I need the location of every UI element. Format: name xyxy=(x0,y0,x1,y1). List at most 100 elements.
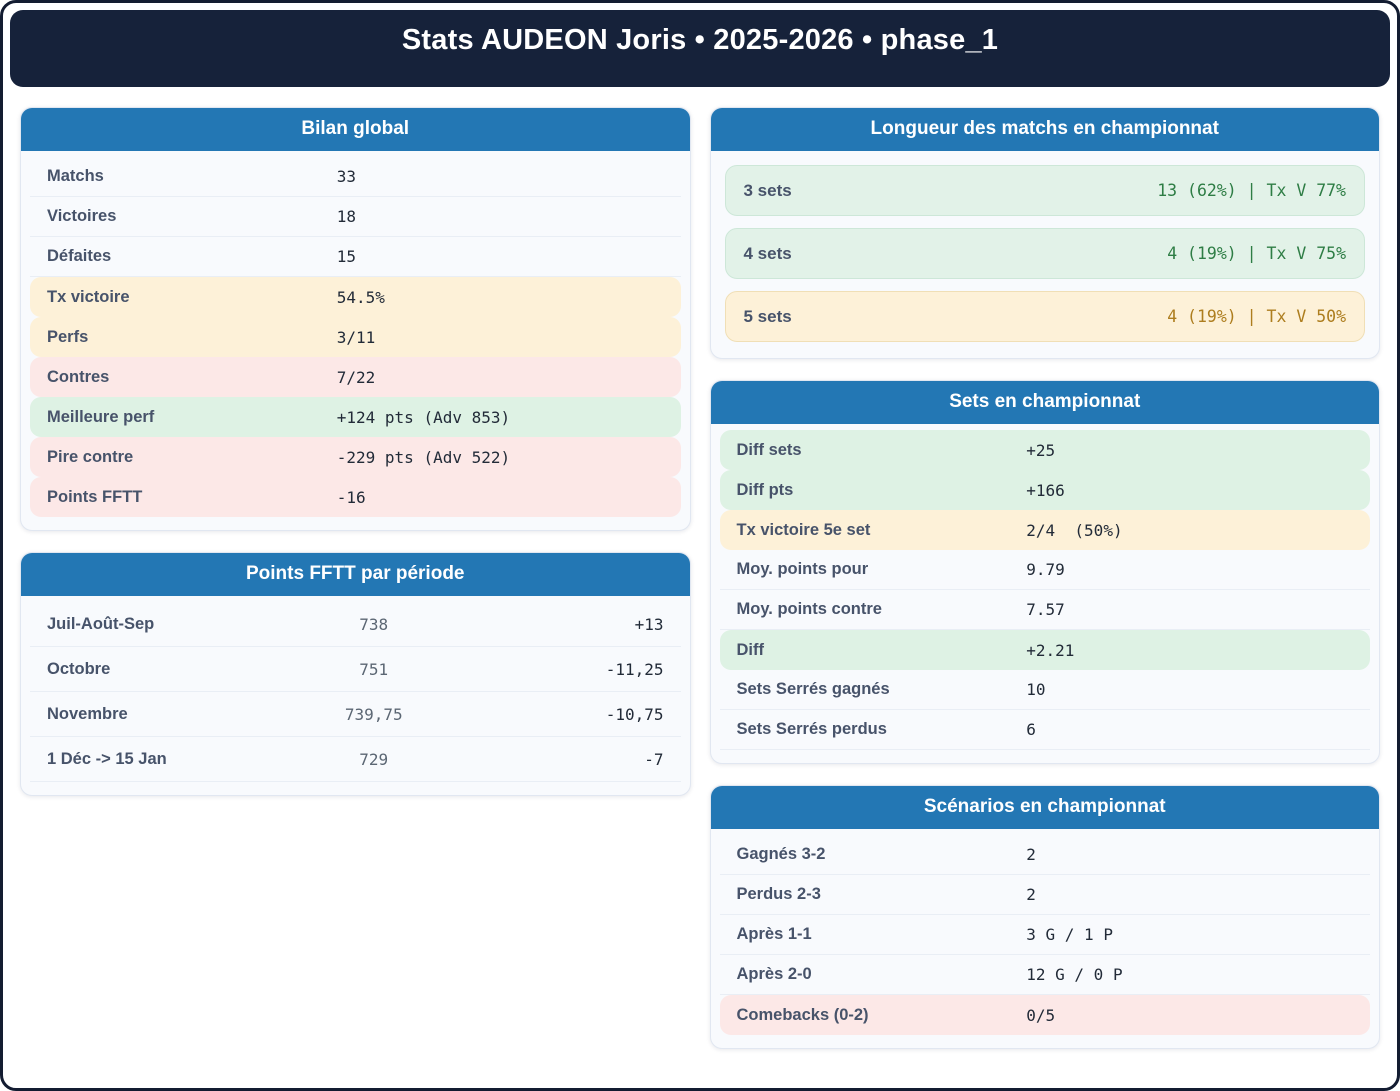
stat-label: Sets Serrés perdus xyxy=(736,720,887,738)
stat-label: Diff pts xyxy=(736,480,794,499)
stat-row-tx-victoire: Tx victoire 54.5% xyxy=(30,277,681,317)
stat-label: Moy. points contre xyxy=(736,600,882,618)
pill-5-sets: 5 sets 4 (19%) | Tx V 50% xyxy=(724,291,1365,342)
stat-label: Contres xyxy=(47,367,110,386)
periode-delta: -11,25 xyxy=(605,659,664,679)
pill-label: 5 sets xyxy=(743,306,792,326)
stat-value: 15 xyxy=(336,247,357,266)
periode-label: 1 Déc -> 15 Jan xyxy=(47,749,167,768)
stat-value: 2/4 (50%) xyxy=(1026,520,1123,540)
periode-row-novembre: Novembre 739,75 -10,75 xyxy=(30,692,681,737)
stat-label: Meilleure perf xyxy=(47,407,155,426)
stat-row-apres-2-0: Après 2-0 12 G / 0 P xyxy=(719,955,1370,995)
stat-value: 6 xyxy=(1026,720,1036,739)
stat-label: Tx victoire 5e set xyxy=(736,520,871,539)
card-title-sets-championnat: Sets en championnat xyxy=(710,381,1379,424)
stat-row-diff: Diff +2.21 xyxy=(719,630,1370,670)
stat-row-contres: Contres 7/22 xyxy=(30,357,681,397)
stat-row-defaites: Défaites 15 xyxy=(30,237,681,277)
stat-row-moy-points-contre: Moy. points contre 7.57 xyxy=(719,590,1370,630)
card-title-bilan-global: Bilan global xyxy=(21,108,690,151)
stat-row-perfs: Perfs 3/11 xyxy=(30,317,681,357)
stat-row-matchs: Matchs 33 xyxy=(30,157,681,197)
periode-points: 751 xyxy=(359,659,389,679)
pill-label: 4 sets xyxy=(743,243,792,263)
pill-value: 4 (19%) | Tx V 75% xyxy=(1167,244,1346,263)
card-scenarios-championnat: Scénarios en championnat Gagnés 3-2 2 Pe… xyxy=(709,785,1380,1049)
card-body-longueur-matchs: 3 sets 13 (62%) | Tx V 77% 4 sets 4 (19%… xyxy=(711,151,1380,358)
periode-points: 729 xyxy=(359,749,389,769)
stat-value: 2 xyxy=(1026,845,1036,864)
card-sets-championnat: Sets en championnat Diff sets +25 Diff p… xyxy=(709,380,1380,764)
stat-value: 3/11 xyxy=(336,327,376,347)
card-title-scenarios-championnat: Scénarios en championnat xyxy=(710,786,1379,829)
card-title-points-fftt-periode: Points FFTT par période xyxy=(21,553,690,596)
stat-label: Défaites xyxy=(47,247,112,265)
stat-label: Victoires xyxy=(47,207,117,225)
card-body-scenarios-championnat: Gagnés 3-2 2 Perdus 2-3 2 Après 1-1 3 G … xyxy=(711,829,1380,1048)
periode-delta: +13 xyxy=(634,614,664,634)
stat-row-apres-1-1: Après 1-1 3 G / 1 P xyxy=(719,915,1370,955)
stat-value: 7/22 xyxy=(336,367,376,387)
stat-row-gagnes-3-2: Gagnés 3-2 2 xyxy=(719,835,1370,875)
card-longueur-matchs: Longueur des matchs en championnat 3 set… xyxy=(709,107,1380,359)
stat-value: 18 xyxy=(336,207,357,226)
stat-value: -16 xyxy=(336,487,366,507)
stat-value: 10 xyxy=(1026,680,1046,699)
pill-value: 4 (19%) | Tx V 50% xyxy=(1167,307,1346,326)
stat-row-points-fftt: Points FFTT -16 xyxy=(30,477,681,517)
stat-label: Gagnés 3-2 xyxy=(736,845,826,863)
left-column: Bilan global Matchs 33 Victoires 18 Défa… xyxy=(20,107,691,1070)
right-column: Longueur des matchs en championnat 3 set… xyxy=(709,107,1380,1070)
pill-4-sets: 4 sets 4 (19%) | Tx V 75% xyxy=(724,228,1365,279)
stat-row-victoires: Victoires 18 xyxy=(30,197,681,237)
card-points-fftt-periode: Points FFTT par période Juil-Août-Sep 73… xyxy=(20,552,691,796)
periode-label: Juil-Août-Sep xyxy=(47,614,155,633)
stat-row-meilleure-perf: Meilleure perf +124 pts (Adv 853) xyxy=(30,397,681,437)
periode-points: 738 xyxy=(359,614,389,634)
pill-value: 13 (62%) | Tx V 77% xyxy=(1157,181,1346,200)
stat-label: Comebacks (0-2) xyxy=(736,1005,869,1024)
stat-value: -229 pts (Adv 522) xyxy=(336,447,511,467)
periode-delta: -7 xyxy=(644,749,664,769)
pill-label: 3 sets xyxy=(743,180,792,200)
stat-row-diff-pts: Diff pts +166 xyxy=(719,470,1370,510)
stat-label: Diff sets xyxy=(736,440,802,459)
stat-value: 12 G / 0 P xyxy=(1026,965,1123,984)
stat-label: Après 1-1 xyxy=(736,925,812,943)
content-grid: Bilan global Matchs 33 Victoires 18 Défa… xyxy=(10,87,1390,1070)
stat-row-comebacks-0-2: Comebacks (0-2) 0/5 xyxy=(719,995,1370,1035)
stat-label: Sets Serrés gagnés xyxy=(736,680,890,698)
card-bilan-global: Bilan global Matchs 33 Victoires 18 Défa… xyxy=(20,107,691,531)
periode-row-octobre: Octobre 751 -11,25 xyxy=(30,647,681,692)
stat-value: 54.5% xyxy=(336,287,385,307)
stat-value: +2.21 xyxy=(1026,640,1075,660)
card-body-bilan-global: Matchs 33 Victoires 18 Défaites 15 Tx vi… xyxy=(21,151,690,530)
periode-row-juil-aout-sep: Juil-Août-Sep 738 +13 xyxy=(30,602,681,647)
stat-label: Moy. points pour xyxy=(736,560,869,578)
card-title-longueur-matchs: Longueur des matchs en championnat xyxy=(710,108,1379,151)
stat-row-moy-points-pour: Moy. points pour 9.79 xyxy=(719,550,1370,590)
stat-label: Perfs xyxy=(47,327,89,346)
stat-row-pire-contre: Pire contre -229 pts (Adv 522) xyxy=(30,437,681,477)
stat-row-diff-sets: Diff sets +25 xyxy=(719,430,1370,470)
stat-label: Après 2-0 xyxy=(736,965,812,983)
stat-value: 33 xyxy=(336,167,357,186)
stat-value: 2 xyxy=(1026,885,1036,904)
periode-label: Novembre xyxy=(47,704,128,723)
stat-value: +124 pts (Adv 853) xyxy=(336,407,511,427)
periode-delta: -10,75 xyxy=(605,704,664,724)
stat-label: Points FFTT xyxy=(47,487,143,506)
stat-label: Tx victoire xyxy=(47,287,130,306)
stat-row-tx-victoire-5e-set: Tx victoire 5e set 2/4 (50%) xyxy=(719,510,1370,550)
stat-value: 3 G / 1 P xyxy=(1026,925,1113,944)
card-body-points-fftt-periode: Juil-Août-Sep 738 +13 Octobre 751 -11,25… xyxy=(21,596,690,795)
periode-points: 739,75 xyxy=(344,704,403,724)
stat-value: 7.57 xyxy=(1026,600,1065,619)
stat-label: Pire contre xyxy=(47,447,134,466)
periode-row-dec-jan: 1 Déc -> 15 Jan 729 -7 xyxy=(30,737,681,782)
stat-label: Matchs xyxy=(47,167,104,185)
stat-label: Perdus 2-3 xyxy=(736,885,821,903)
page-header: Stats AUDEON Joris • 2025-2026 • phase_1 xyxy=(10,10,1390,87)
